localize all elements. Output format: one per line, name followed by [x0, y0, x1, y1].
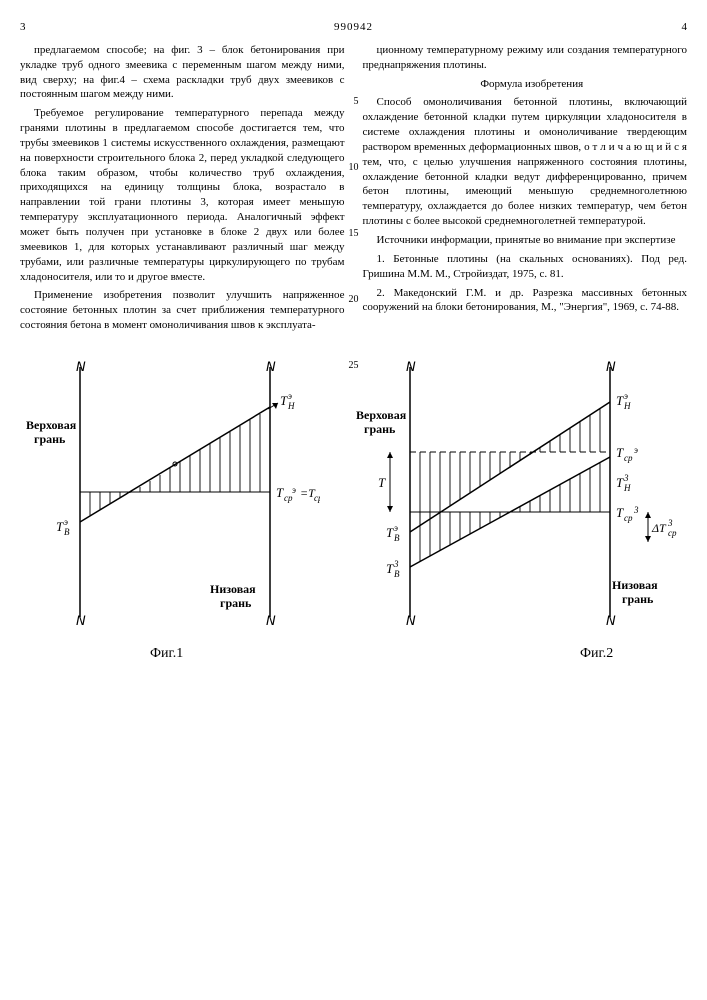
figure-1: 𝘕 𝘕 𝘕 𝘕 THэ Tcpэ =Tcp3 TBэ — [20, 357, 320, 672]
figures-row: 𝘕 𝘕 𝘕 𝘕 THэ Tcpэ =Tcp3 TBэ — [20, 357, 687, 672]
svg-text:3: 3 — [633, 505, 639, 515]
fig2-label-bottom: Низовая — [612, 578, 658, 592]
svg-text:B: B — [394, 533, 400, 543]
svg-text:cp: cp — [314, 493, 320, 503]
document-number: 990942 — [334, 20, 373, 35]
svg-text:T: T — [616, 445, 624, 460]
svg-text:3: 3 — [623, 473, 629, 483]
svg-text:H: H — [623, 401, 631, 411]
svg-text:э: э — [64, 517, 68, 527]
svg-text:B: B — [394, 569, 400, 579]
svg-text:э: э — [624, 391, 628, 401]
svg-text:T: T — [616, 475, 624, 490]
svg-text:грань: грань — [622, 592, 654, 606]
svg-text:𝘕: 𝘕 — [76, 359, 86, 374]
svg-text:грань: грань — [34, 432, 66, 446]
svg-text:э: э — [634, 445, 638, 455]
line-number: 20 — [349, 293, 359, 307]
svg-text:T: T — [386, 525, 394, 540]
svg-text:грань: грань — [364, 422, 396, 436]
svg-text:э: э — [288, 391, 292, 401]
formula-title: Формула изобретения — [363, 77, 688, 92]
source-1: 1. Бетонные плотины (на скальных основан… — [363, 252, 688, 282]
fig1-svg: 𝘕 𝘕 𝘕 𝘕 THэ Tcpэ =Tcp3 TBэ — [20, 357, 320, 667]
svg-text:T: T — [56, 519, 64, 534]
svg-text:T: T — [616, 505, 624, 520]
para-cont: ционному температурному режиму или созда… — [363, 43, 688, 73]
para-3: Применение изобретения позволит улучшить… — [20, 288, 345, 333]
fig2-svg: 𝘕 𝘕 𝘕 𝘕 — [350, 357, 690, 667]
svg-text:𝘕: 𝘕 — [406, 359, 416, 374]
svg-text:T: T — [280, 393, 288, 408]
page-number-right: 4 — [682, 20, 688, 35]
svg-text:cp: cp — [624, 513, 633, 523]
svg-text:T: T — [386, 561, 394, 576]
page-header: 3 990942 4 — [20, 20, 687, 35]
svg-text:cp: cp — [624, 453, 633, 463]
para-2: Требуемое регулирование температурного п… — [20, 106, 345, 284]
svg-text:𝘕: 𝘕 — [606, 359, 616, 374]
svg-text:H: H — [287, 401, 295, 411]
source-2: 2. Македонский Г.М. и др. Разрезка масси… — [363, 286, 688, 316]
right-column: ционному температурному режиму или созда… — [363, 43, 688, 337]
svg-text:э: э — [292, 485, 296, 495]
svg-text:𝘕: 𝘕 — [606, 613, 616, 628]
svg-text:ΔT: ΔT — [651, 521, 667, 535]
para-1: предлагаемом способе; на фиг. 3 – блок б… — [20, 43, 345, 102]
svg-text:T: T — [378, 475, 386, 490]
svg-text:𝘕: 𝘕 — [266, 359, 276, 374]
line-number: 10 — [349, 161, 359, 175]
svg-text:T: T — [276, 485, 284, 500]
fig1-label-top: Верховая — [26, 418, 77, 432]
fig1-caption: Фиг.1 — [150, 646, 183, 661]
fig1-label-bottom: Низовая — [210, 582, 256, 596]
fig2-label-top: Верховая — [356, 408, 407, 422]
svg-text:𝘕: 𝘕 — [266, 613, 276, 628]
svg-text:B: B — [64, 527, 70, 537]
text-columns: предлагаемом способе; на фиг. 3 – блок б… — [20, 43, 687, 337]
svg-text:грань: грань — [220, 596, 252, 610]
sources-title: Источники информации, принятые во вниман… — [363, 233, 688, 248]
svg-text:𝘕: 𝘕 — [406, 613, 416, 628]
svg-text:𝘕: 𝘕 — [76, 613, 86, 628]
figure-2: 𝘕 𝘕 𝘕 𝘕 — [350, 357, 690, 672]
svg-text:T: T — [616, 393, 624, 408]
left-column: предлагаемом способе; на фиг. 3 – блок б… — [20, 43, 345, 337]
svg-text:3: 3 — [393, 559, 399, 569]
svg-text:э: э — [394, 523, 398, 533]
svg-text:H: H — [623, 483, 631, 493]
page-number-left: 3 — [20, 20, 26, 35]
formula-body: Способ омоноличивания бетонной плотины, … — [363, 95, 688, 229]
line-number: 5 — [354, 95, 359, 109]
line-number: 15 — [349, 227, 359, 241]
fig2-caption: Фиг.2 — [580, 646, 613, 661]
svg-text:cp: cp — [668, 528, 677, 538]
svg-text:3: 3 — [667, 518, 673, 528]
